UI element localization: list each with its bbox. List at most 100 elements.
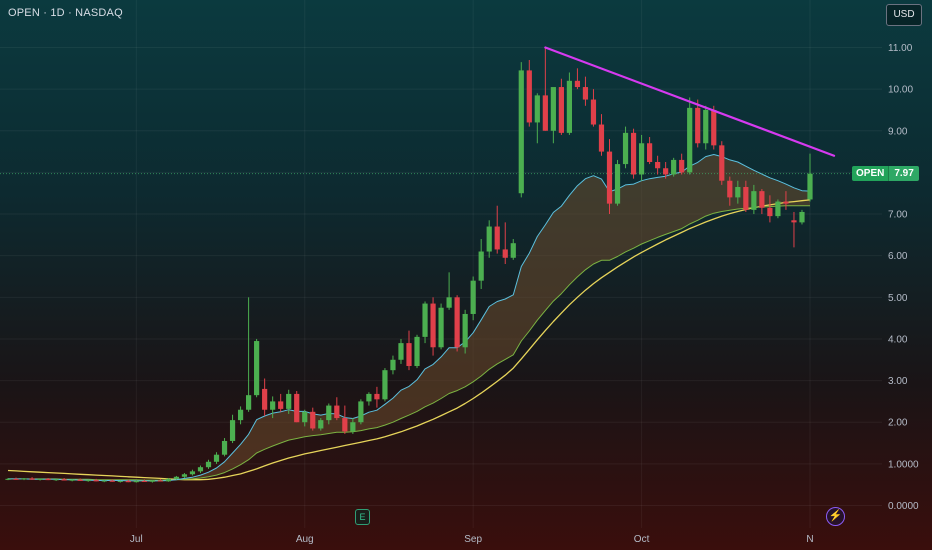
candle-body xyxy=(21,478,27,480)
candle-body xyxy=(141,480,147,482)
sma-long-line xyxy=(7,199,811,481)
candle-body xyxy=(149,480,155,482)
candle-body xyxy=(566,80,572,133)
ema-ribbon-fill xyxy=(8,154,810,481)
candle-body xyxy=(590,99,597,125)
candle-body xyxy=(598,124,605,152)
y-tick-label: 5.00 xyxy=(888,293,908,304)
candle-body xyxy=(181,474,188,477)
y-tick-label: 6.00 xyxy=(888,251,908,262)
candle-body xyxy=(77,479,83,481)
earnings-marker-icon[interactable]: E xyxy=(355,509,370,525)
candle-body xyxy=(246,395,252,410)
candle-body xyxy=(807,173,813,200)
candle-body xyxy=(622,132,629,165)
candle-body xyxy=(510,243,516,258)
candle-body xyxy=(278,401,284,409)
candle-body xyxy=(695,107,701,144)
candle-body xyxy=(655,162,661,169)
candle-body xyxy=(542,95,548,131)
candle-body xyxy=(318,420,324,429)
candle-body xyxy=(13,478,19,480)
candle-body xyxy=(390,359,396,371)
candle-body xyxy=(614,164,621,204)
candle-body xyxy=(374,393,380,400)
candle-body xyxy=(29,478,35,480)
candle-body xyxy=(727,180,733,198)
candle-body xyxy=(350,422,356,432)
candle-body xyxy=(69,479,75,481)
candle-body xyxy=(406,343,412,367)
currency-button[interactable]: USD xyxy=(886,4,922,26)
candle-body xyxy=(262,388,268,410)
candle-body xyxy=(101,480,107,482)
candle-body xyxy=(751,191,757,210)
candle-body xyxy=(157,480,163,482)
candle-body xyxy=(478,251,484,281)
candle-body xyxy=(109,480,115,482)
candle-body xyxy=(5,478,11,480)
candle-body xyxy=(502,249,508,258)
candle-body xyxy=(221,440,228,455)
candle-body xyxy=(189,471,196,475)
y-tick-label: 9.00 xyxy=(888,126,908,137)
candle-body xyxy=(671,159,677,175)
candle-body xyxy=(382,370,388,400)
candle-body xyxy=(61,479,67,481)
candle-body xyxy=(414,336,420,367)
candle-body xyxy=(165,478,171,482)
candle-body xyxy=(286,393,292,409)
candle-body xyxy=(558,87,564,133)
candle-body xyxy=(783,201,789,204)
x-tick-label: Jul xyxy=(130,534,143,545)
y-tick-label: 0.0000 xyxy=(888,501,919,512)
candle-body xyxy=(638,143,645,175)
candle-body xyxy=(205,461,212,468)
candle-body xyxy=(45,478,51,481)
candle-body xyxy=(173,476,180,479)
candle-body xyxy=(446,297,452,308)
x-tick-label: N xyxy=(806,534,813,545)
y-tick-label: 10.00 xyxy=(888,85,913,96)
candle-body xyxy=(254,341,260,396)
candle-body xyxy=(534,95,540,123)
candle-body xyxy=(606,151,613,204)
candle-body xyxy=(294,393,300,423)
candle-body xyxy=(398,343,404,360)
candle-body xyxy=(486,226,492,252)
ema-slow-line xyxy=(8,205,810,481)
y-tick-label: 3.00 xyxy=(888,376,908,387)
candle-body xyxy=(767,207,773,217)
candle-body xyxy=(454,297,460,348)
candle-body xyxy=(310,411,316,429)
candle-body xyxy=(687,107,693,173)
candle-body xyxy=(759,191,765,208)
candle-body xyxy=(711,109,717,146)
chart-title: OPEN · 1D · NASDAQ xyxy=(8,7,123,19)
candle-body xyxy=(366,393,372,402)
candle-body xyxy=(334,405,340,419)
candle-body xyxy=(647,143,653,162)
candle-body xyxy=(125,480,131,483)
candle-body xyxy=(574,80,581,88)
y-tick-label: 11.00 xyxy=(888,43,913,54)
candle-body xyxy=(133,480,139,483)
candle-body xyxy=(582,87,589,100)
resistance-trendline xyxy=(544,46,836,157)
last-price-symbol: OPEN xyxy=(852,166,889,181)
candle-body xyxy=(494,226,500,250)
candle-body xyxy=(358,401,364,423)
candle-body xyxy=(550,87,556,131)
candle-body xyxy=(630,132,637,175)
lightning-bolt-icon[interactable]: ⚡ xyxy=(826,507,845,526)
candle-body xyxy=(213,454,220,462)
candle-body xyxy=(302,411,308,423)
candle-body xyxy=(679,159,685,173)
candle-body xyxy=(270,401,276,410)
candle-body xyxy=(93,480,99,482)
candle-body xyxy=(53,479,59,481)
candle-body xyxy=(197,467,204,472)
x-tick-label: Oct xyxy=(634,534,650,545)
